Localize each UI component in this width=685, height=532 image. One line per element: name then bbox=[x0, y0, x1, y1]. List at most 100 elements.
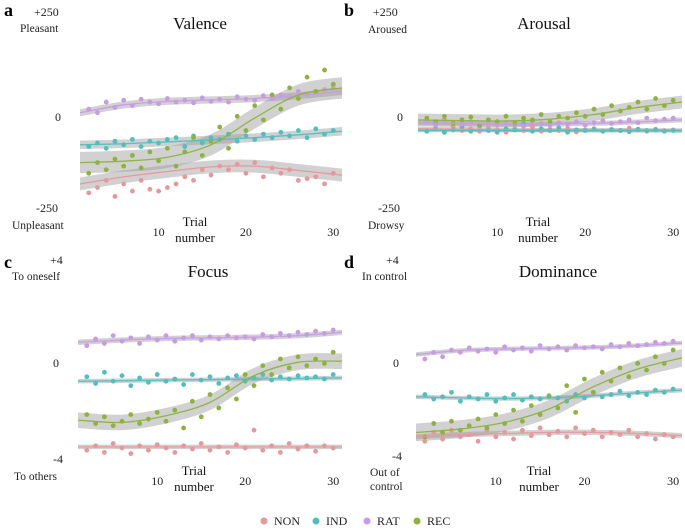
fit-line-a-rat bbox=[79, 90, 343, 114]
point-a-non-11 bbox=[182, 174, 188, 180]
y-top-label-b: +250 bbox=[373, 5, 398, 19]
point-a-non-20 bbox=[261, 174, 266, 180]
point-b-rat-20 bbox=[600, 118, 606, 123]
x-axis-label-a-1: number bbox=[175, 230, 215, 245]
point-c-rec-25 bbox=[304, 363, 310, 369]
point-c-rat-24 bbox=[295, 329, 301, 335]
point-a-rat-17 bbox=[234, 94, 240, 100]
point-d-ind-0 bbox=[422, 392, 428, 397]
point-b-rec-28 bbox=[670, 97, 676, 103]
panel-d: d +4 In control 0 -4 Out of control Domi… bbox=[344, 252, 597, 493]
chart-title-d: Dominance bbox=[519, 262, 597, 281]
point-c-rec-26 bbox=[313, 356, 318, 362]
chart-title-c: Focus bbox=[188, 262, 229, 281]
point-b-rat-24 bbox=[635, 120, 641, 126]
x-tick-d-20: 20 bbox=[578, 474, 590, 488]
point-a-rec-23 bbox=[287, 85, 292, 91]
point-d-non-23 bbox=[626, 427, 632, 433]
fit-line-a-rec bbox=[79, 87, 343, 164]
point-c-ind-12 bbox=[190, 372, 195, 377]
point-a-non-8 bbox=[156, 188, 162, 194]
point-b-rat-19 bbox=[591, 120, 597, 126]
point-d-non-24 bbox=[635, 434, 641, 440]
point-c-rec-16 bbox=[225, 385, 231, 391]
chart-title-a: Valence bbox=[173, 14, 227, 33]
point-b-rec-8 bbox=[494, 119, 500, 125]
panel-letter-b: b bbox=[344, 0, 354, 20]
point-d-non-26 bbox=[653, 436, 658, 442]
point-c-ind-6 bbox=[137, 375, 143, 381]
point-d-rec-8 bbox=[493, 412, 499, 417]
point-d-rat-11 bbox=[520, 345, 525, 351]
fit-line-a-ind bbox=[79, 130, 343, 146]
point-c-rec-13 bbox=[198, 414, 204, 420]
point-c-rat-1 bbox=[93, 336, 98, 342]
x-tick-c-30: 30 bbox=[327, 474, 339, 488]
point-b-rec-11 bbox=[521, 115, 526, 121]
point-c-rec-5 bbox=[128, 412, 134, 417]
point-b-rat-17 bbox=[574, 119, 579, 125]
point-d-rec-28 bbox=[670, 347, 676, 353]
point-a-rec-4 bbox=[121, 163, 127, 169]
point-d-rec-18 bbox=[582, 376, 587, 382]
point-d-rat-8 bbox=[493, 349, 499, 355]
point-b-rec-4 bbox=[459, 117, 465, 123]
fit-line-d-rat bbox=[415, 342, 683, 356]
point-c-ind-0 bbox=[84, 374, 90, 380]
point-d-non-2 bbox=[440, 436, 445, 442]
point-d-rat-23 bbox=[626, 341, 632, 346]
point-d-ind-8 bbox=[493, 398, 499, 404]
point-b-rat-1 bbox=[433, 122, 438, 128]
point-c-non-13 bbox=[198, 441, 204, 446]
point-d-rec-17 bbox=[573, 409, 578, 415]
point-d-rec-5 bbox=[466, 423, 472, 429]
point-d-rec-3 bbox=[449, 418, 454, 424]
point-b-rec-10 bbox=[512, 121, 518, 126]
point-c-non-22 bbox=[278, 450, 283, 455]
point-a-non-7 bbox=[147, 186, 153, 192]
point-b-rec-5 bbox=[468, 114, 474, 120]
point-a-rat-22 bbox=[278, 92, 284, 98]
point-c-rat-9 bbox=[163, 333, 169, 339]
point-d-non-20 bbox=[599, 434, 605, 440]
point-b-rat-25 bbox=[644, 115, 650, 121]
point-a-non-25 bbox=[304, 176, 310, 182]
point-d-non-16 bbox=[564, 434, 570, 440]
x-axis-label-a-0: Trial bbox=[183, 214, 208, 229]
point-b-rec-15 bbox=[556, 113, 562, 119]
y-mid-label-b: 0 bbox=[397, 110, 403, 124]
point-c-ind-15 bbox=[216, 381, 222, 386]
point-c-rec-18 bbox=[242, 372, 248, 377]
point-c-ind-11 bbox=[181, 382, 187, 387]
y-bottom-desc-a: Unpleasant bbox=[12, 220, 65, 232]
point-d-non-17 bbox=[573, 425, 578, 431]
fit-line-c-rec bbox=[77, 360, 343, 424]
y-bottom-desc-d-line1: Out of bbox=[370, 467, 400, 479]
point-a-non-28 bbox=[330, 170, 336, 176]
point-a-rat-6 bbox=[138, 96, 144, 102]
fit-line-d-rec bbox=[415, 357, 683, 434]
point-a-rec-8 bbox=[156, 158, 162, 164]
fit-line-a-non bbox=[79, 165, 343, 185]
y-bottom-desc-d-line2: control bbox=[370, 481, 403, 493]
y-bottom-label-b: -250 bbox=[378, 201, 400, 215]
legend-marker-rec bbox=[413, 517, 421, 525]
point-c-non-3 bbox=[110, 441, 116, 446]
point-c-ind-1 bbox=[93, 381, 98, 386]
fit-line-d-non bbox=[415, 431, 683, 438]
point-a-ind-10 bbox=[173, 135, 179, 141]
point-c-rec-2 bbox=[102, 414, 107, 420]
point-b-ind-0 bbox=[424, 128, 430, 134]
point-c-rat-22 bbox=[278, 330, 283, 336]
ci-band-b-rec bbox=[418, 95, 682, 128]
point-c-non-7 bbox=[146, 447, 151, 453]
point-c-rec-22 bbox=[278, 356, 283, 362]
x-axis-label-c-0: Trial bbox=[182, 463, 207, 478]
point-d-non-13 bbox=[537, 425, 543, 431]
point-d-ind-23 bbox=[626, 393, 632, 399]
point-c-non-17 bbox=[234, 442, 239, 448]
point-d-non-6 bbox=[475, 438, 481, 444]
